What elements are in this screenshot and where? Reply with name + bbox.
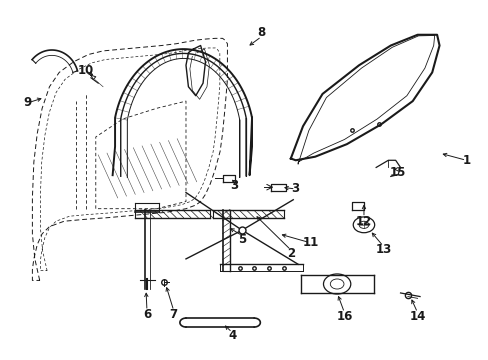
Text: 8: 8 [257, 27, 265, 40]
Text: 5: 5 [238, 233, 245, 246]
Text: 12: 12 [355, 215, 371, 228]
Text: 7: 7 [169, 308, 178, 321]
Text: 1: 1 [461, 154, 469, 167]
Text: 16: 16 [336, 310, 352, 323]
Text: 15: 15 [389, 166, 406, 179]
Text: 4: 4 [228, 329, 236, 342]
Text: 3: 3 [291, 183, 299, 195]
Text: 3: 3 [230, 179, 238, 192]
Text: 9: 9 [23, 96, 32, 109]
Text: 10: 10 [78, 64, 94, 77]
Text: 2: 2 [286, 247, 294, 260]
Text: 14: 14 [408, 310, 425, 323]
Text: 11: 11 [302, 236, 318, 249]
Text: 13: 13 [375, 243, 391, 256]
Text: 6: 6 [142, 308, 151, 321]
